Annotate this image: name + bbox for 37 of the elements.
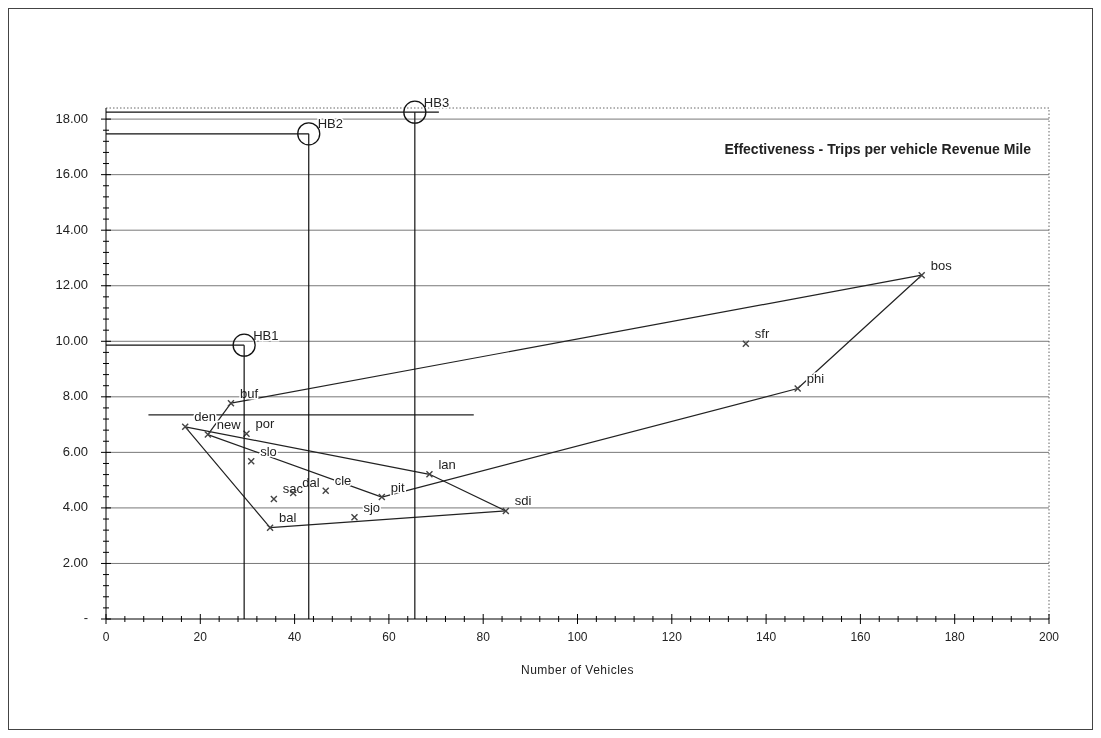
- y-tick-label: 8.00: [62, 388, 88, 404]
- y-tick-label: 18.00: [55, 110, 88, 126]
- annotation: slo: [260, 443, 277, 459]
- text: Effectiveness - Trips per vehicle Revenue Mile: [724, 141, 1032, 158]
- y-tick-label: 10.00: [55, 332, 88, 348]
- y-tick-label: 4.00: [62, 499, 88, 515]
- y-tick-label: 14.00: [55, 221, 88, 237]
- x-tick-label: 20: [193, 630, 208, 644]
- y-tick-label: 12.00: [55, 277, 88, 293]
- y-tick-label: 6.00: [62, 443, 88, 459]
- annotation: HB3: [423, 94, 450, 110]
- x-tick-label: 80: [476, 630, 491, 644]
- y-tick-label: 16.00: [55, 166, 88, 182]
- annotation: por: [255, 416, 275, 432]
- annotation: lan: [438, 456, 456, 472]
- annotation: HB2: [317, 116, 344, 132]
- x-tick-label: 140: [756, 630, 777, 644]
- annotation: new: [216, 417, 242, 433]
- x-tick-label: 0: [102, 630, 110, 644]
- x-axis-title: Number of Vehicles: [520, 663, 635, 677]
- annotation: phi: [806, 370, 825, 386]
- annotation: bal: [279, 510, 297, 526]
- y-tick-label: -: [83, 610, 88, 626]
- annotation: pit: [390, 479, 405, 495]
- annotation: sjo: [363, 499, 381, 515]
- x-tick-label: 60: [382, 630, 396, 644]
- annotation: HB1: [253, 327, 279, 343]
- x-tick-label: 40: [287, 630, 302, 644]
- annotation: sdi: [514, 493, 532, 509]
- y-tick-label: 2.00: [62, 554, 88, 570]
- x-tick-label: 100: [567, 630, 588, 644]
- annotation: bos: [930, 257, 953, 273]
- x-tick-label: 160: [850, 630, 871, 644]
- x-tick-label: 180: [944, 630, 966, 644]
- x-tick-label: 120: [661, 630, 683, 644]
- annotation: sfr: [754, 326, 770, 342]
- x-tick-label: 200: [1038, 630, 1060, 644]
